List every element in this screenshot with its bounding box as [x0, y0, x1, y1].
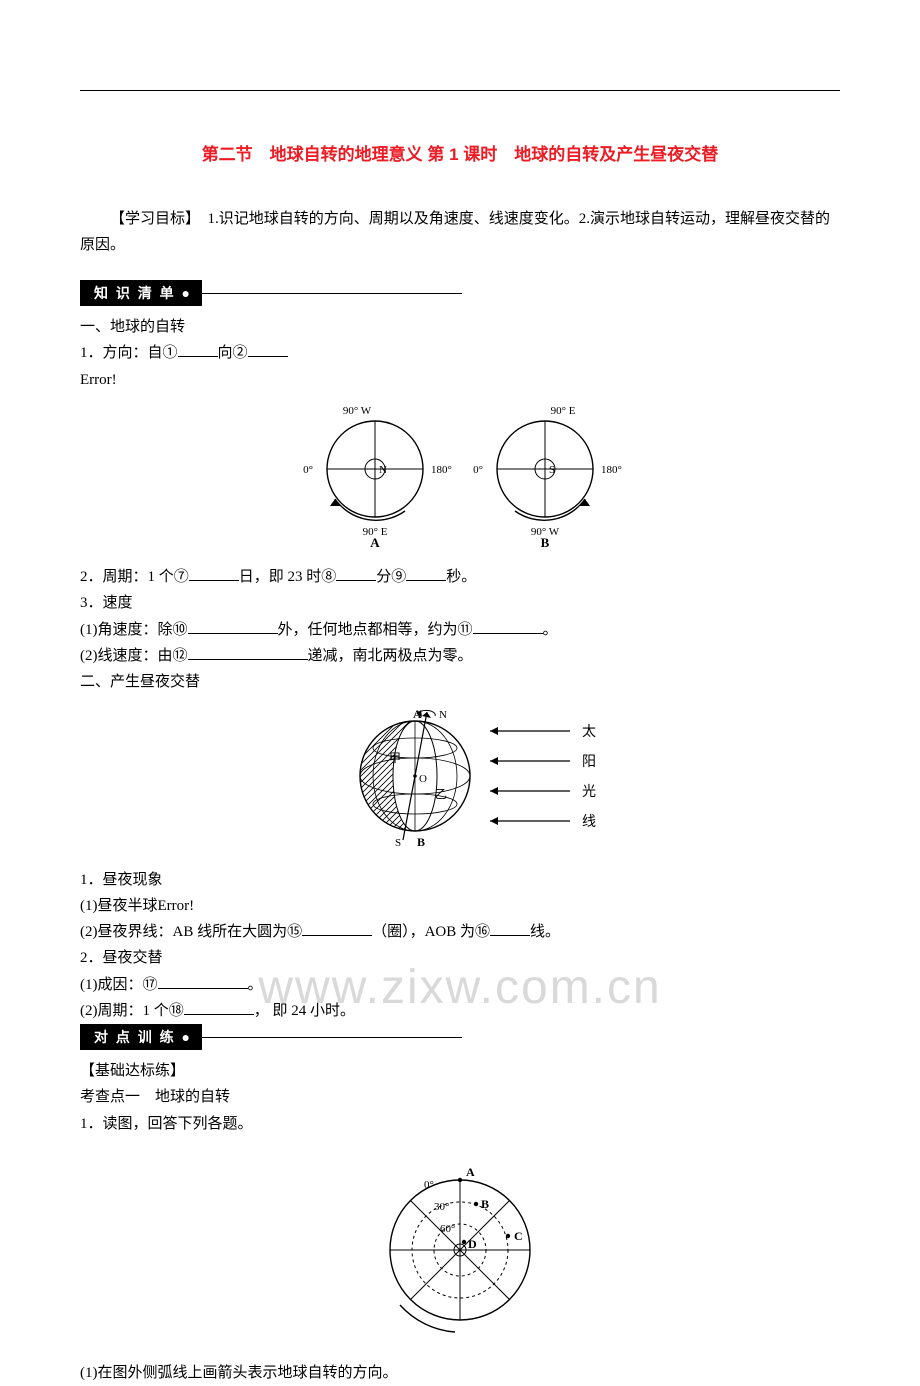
line-2-21: (1)成因：⑰ 。 — [80, 972, 840, 998]
line-1-2: 2．周期：1 个⑦ 日，即 23 时⑧ 分⑨ 秒。 — [80, 564, 840, 590]
lbl-S: S — [549, 464, 555, 476]
top-rule — [80, 90, 840, 91]
t: (1)角速度：除⑩ — [80, 622, 188, 638]
t: （圈），AOB 为⑯ — [372, 924, 490, 940]
polar2-svg: A B C D 0° 30° 60° — [360, 1155, 560, 1345]
lbl-N: N — [379, 464, 387, 476]
sunlight-arrows: 太 阳 光 线 — [490, 724, 596, 830]
blank-16 — [490, 921, 530, 936]
lbl-A: A — [370, 535, 380, 549]
line-2-11: (1)昼夜半球Error! — [80, 893, 840, 919]
practice-content: 【基础达标练】 考查点一 地球的自转 1．读图，回答下列各题。 — [80, 1058, 840, 1386]
t: 递减，南北两极点为零。 — [308, 648, 473, 664]
figure-day-night: N S A B O 甲 乙 太 阳 光 — [80, 701, 840, 860]
lbl-yi: 乙 — [435, 787, 447, 801]
lbl-O: O — [419, 773, 427, 785]
lbl-90W: 90° W — [343, 405, 372, 417]
t: 分⑨ — [376, 569, 406, 585]
lbl-0: 0° — [303, 464, 313, 476]
line-err: Error! — [80, 367, 840, 393]
lbl-180: 180° — [431, 464, 452, 476]
lbl-D3: D — [468, 1237, 477, 1251]
lbl-60: 60° — [440, 1223, 455, 1235]
heading-2: 二、产生昼夜交替 — [80, 669, 840, 695]
t: (2)周期：1 个⑱ — [80, 1003, 184, 1019]
section-bar-knowledge: 知 识 清 单 ● — [80, 280, 840, 306]
lbl-0c: 0° — [424, 1179, 434, 1191]
line-2-22: (2)周期：1 个⑱ ， 即 24 小时。 — [80, 998, 840, 1024]
sun-t1: 太 — [582, 724, 596, 740]
lbl-A3: A — [466, 1165, 475, 1179]
blank-18 — [184, 1000, 254, 1015]
t: 秒。 — [446, 569, 476, 585]
blank-7 — [189, 566, 239, 581]
figure-polar-views: N 90° W 90° E 0° 180° S 90° E 90° W 0° 1… — [80, 399, 840, 558]
t: 向② — [218, 345, 248, 361]
p-kp1: 考查点一 地球的自转 — [80, 1084, 840, 1110]
section-tag-practice: 对 点 训 练 ● — [80, 1024, 202, 1050]
sun-t4: 线 — [582, 814, 596, 830]
lbl-B2: B — [417, 835, 425, 849]
line-2-12: (2)昼夜界线：AB 线所在大圆为⑮ （圈），AOB 为⑯ 线。 — [80, 919, 840, 945]
blank-9 — [406, 566, 446, 581]
figure-polar-abcd: A B C D 0° 30° 60° — [80, 1155, 840, 1354]
t: 日，即 23 时⑧ — [239, 569, 337, 585]
line-2-2: 2．昼夜交替 — [80, 945, 840, 971]
sun-t3: 光 — [582, 784, 596, 800]
line-2-1: 1．昼夜现象 — [80, 867, 840, 893]
lbl-B: B — [541, 535, 550, 549]
blank-10 — [188, 619, 278, 634]
t: 线。 — [530, 924, 560, 940]
blank-8 — [336, 566, 376, 581]
lbl-N2: N — [439, 709, 447, 721]
t: 。 — [543, 622, 558, 638]
t: 2．周期：1 个⑦ — [80, 569, 189, 585]
lbl-jia: 甲 — [389, 751, 401, 765]
sun-t2: 阳 — [582, 754, 596, 770]
blank-17 — [158, 974, 248, 989]
section-line — [202, 293, 462, 294]
t: (1)成因：⑰ — [80, 977, 158, 993]
p-q1: 1．读图，回答下列各题。 — [80, 1111, 840, 1137]
polar-svg: N 90° W 90° E 0° 180° S 90° E 90° W 0° 1… — [280, 399, 640, 549]
line-1-32: (2)线速度：由⑫ 递减，南北两极点为零。 — [80, 643, 840, 669]
lbl-0b: 0° — [473, 464, 483, 476]
t: ， 即 24 小时。 — [254, 1003, 355, 1019]
blank-11 — [473, 619, 543, 634]
t: (2)线速度：由⑫ — [80, 648, 188, 664]
lbl-S2: S — [395, 837, 401, 849]
blank-2 — [248, 342, 288, 357]
p-q1-1: (1)在图外侧弧线上画箭头表示地球自转的方向。 — [80, 1360, 840, 1386]
lbl-90E2: 90° E — [551, 405, 576, 417]
t: 1．方向：自① — [80, 345, 178, 361]
t: 外，任何地点都相等，约为⑪ — [278, 622, 473, 638]
p-base: 【基础达标练】 — [80, 1058, 840, 1084]
t: (2)昼夜界线：AB 线所在大圆为⑮ — [80, 924, 302, 940]
blank-12 — [188, 645, 308, 660]
lbl-30: 30° — [434, 1201, 449, 1213]
heading-1: 一、地球的自转 — [80, 314, 840, 340]
blank-1 — [178, 342, 218, 357]
learning-objectives: 【学习目标】 1.识记地球自转的方向、周期以及角速度、线速度变化。2.演示地球自… — [80, 207, 840, 258]
blank-15 — [302, 921, 372, 936]
daynight-svg: N S A B O 甲 乙 太 阳 光 — [310, 701, 610, 851]
section-bar-practice: 对 点 训 练 ● — [80, 1024, 840, 1050]
t: 。 — [248, 977, 263, 993]
line-1-31: (1)角速度：除⑩ 外，任何地点都相等，约为⑪ 。 — [80, 617, 840, 643]
section-line-2 — [202, 1037, 462, 1038]
lbl-C3: C — [514, 1229, 523, 1243]
line-1-1: 1．方向：自① 向② — [80, 340, 840, 366]
lbl-180b: 180° — [601, 464, 622, 476]
lesson-title: 第二节 地球自转的地理意义 第 1 课时 地球的自转及产生昼夜交替 — [80, 140, 840, 165]
section-tag-knowledge: 知 识 清 单 ● — [80, 280, 202, 306]
knowledge-content: 一、地球的自转 1．方向：自① 向② Error! N 90° W 90° E 0… — [80, 314, 840, 1024]
lbl-A2: A — [413, 707, 422, 721]
lbl-B3: B — [481, 1197, 489, 1211]
line-1-3: 3．速度 — [80, 590, 840, 616]
